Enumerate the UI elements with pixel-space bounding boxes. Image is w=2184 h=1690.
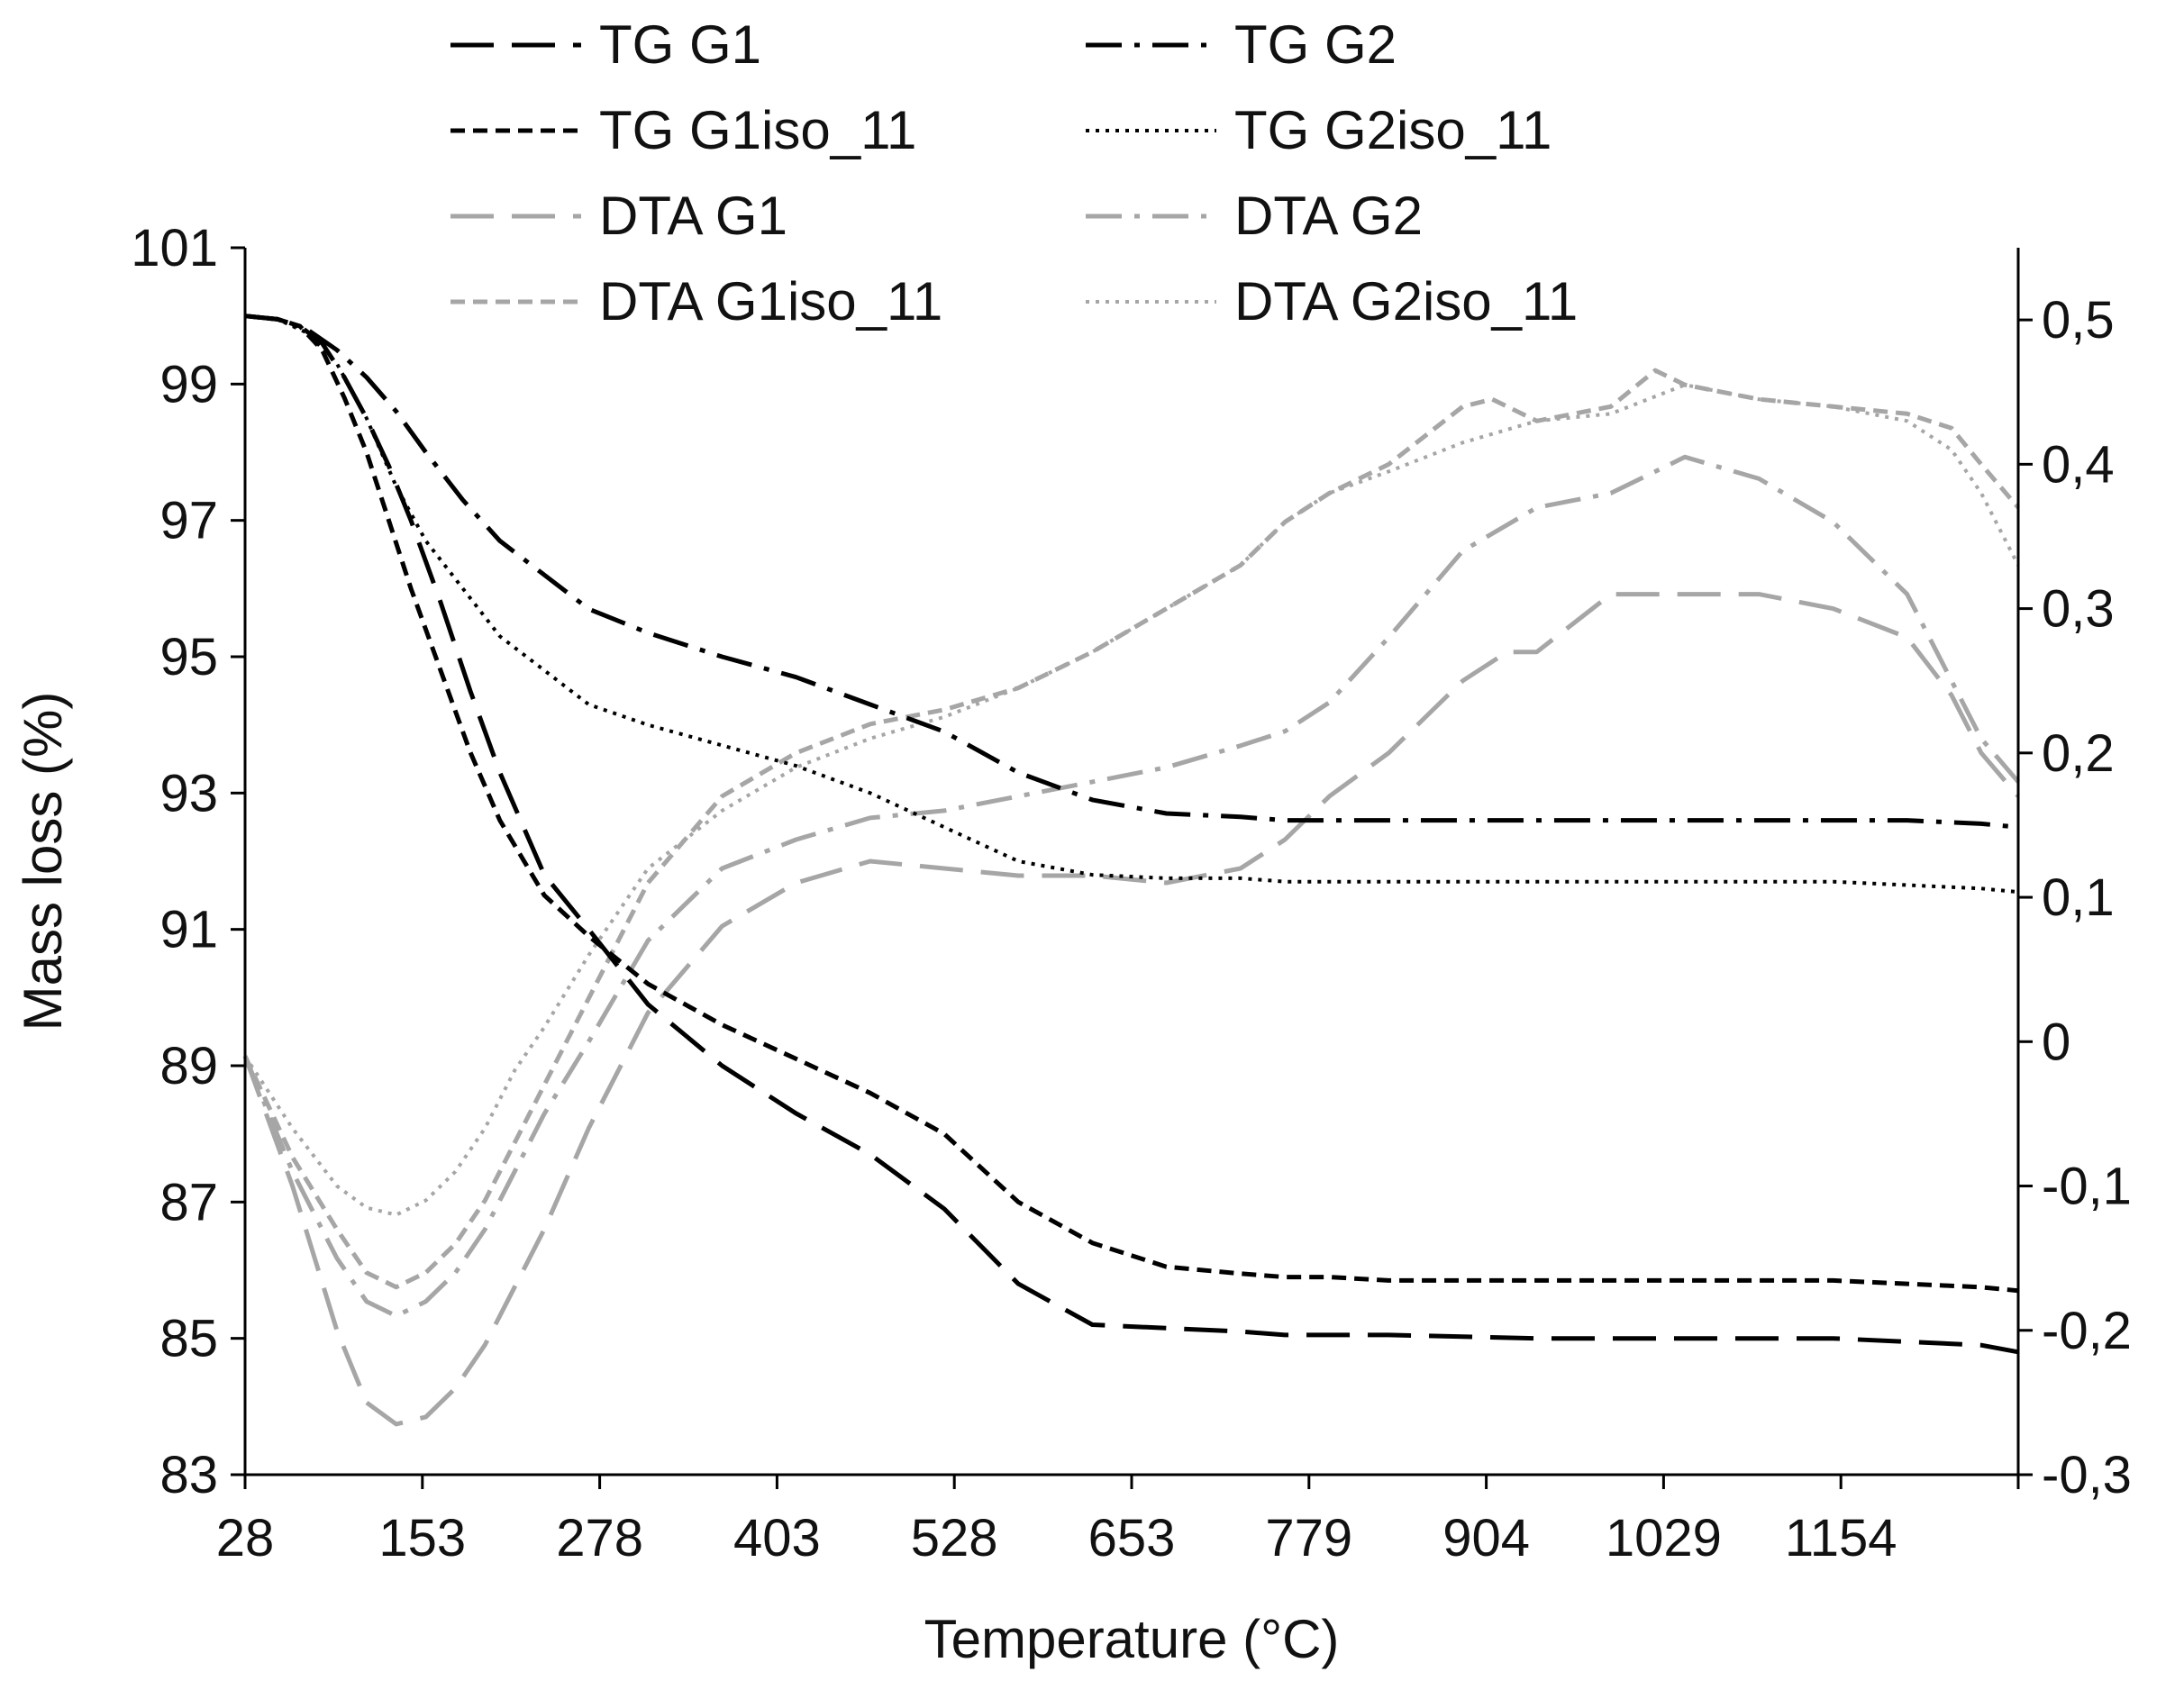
y-tick-label: 95	[159, 628, 218, 686]
y-tick-label: 89	[159, 1037, 218, 1095]
y2-tick-label: 0,1	[2042, 868, 2115, 927]
y-tick-label: 85	[159, 1310, 218, 1368]
y-tick-label: 87	[159, 1173, 218, 1231]
x-tick-label: 1029	[1606, 1509, 1722, 1567]
series-line-tg-g2iso-11	[244, 313, 2019, 895]
y2-tick-label: -0,1	[2042, 1158, 2132, 1216]
x-tick-label: 28	[216, 1509, 275, 1567]
legend-label: TG G1iso_11	[599, 100, 916, 160]
legend-label: DTA G2iso_11	[1234, 271, 1578, 332]
series-line-tg-g2	[244, 313, 2019, 830]
series-line-dta-g1iso-11	[242, 368, 2020, 1290]
series-line-dta-g2	[242, 454, 2020, 1319]
x-tick-label: 528	[911, 1509, 998, 1567]
y2-tick-label: 0,5	[2042, 291, 2115, 350]
y-ticks-right: -0,3 -0,2 -0,1 0 0,1 0,2 0,3 0,4 0,5	[2018, 291, 2132, 1504]
series-group	[242, 313, 2020, 1427]
y2-tick-label: -0,2	[2042, 1302, 2132, 1360]
y-tick-label: 93	[159, 764, 218, 822]
y-tick-label: 91	[159, 901, 218, 959]
y-ticks-left: 83 85 87 89 91 93 95 97 99 101	[131, 219, 245, 1504]
legend-label: DTA G1	[599, 186, 787, 246]
y-tick-label: 101	[131, 219, 218, 277]
legend-label: DTA G2	[1234, 186, 1423, 246]
y2-tick-label: 0	[2042, 1013, 2070, 1071]
x-tick-label: 278	[556, 1509, 643, 1567]
legend-label: TG G2	[1234, 14, 1397, 75]
y2-tick-label: -0,3	[2042, 1446, 2132, 1504]
x-tick-label: 653	[1088, 1509, 1176, 1567]
legend-label: TG G1	[599, 14, 761, 75]
x-tick-label: 779	[1265, 1509, 1352, 1567]
series-line-dta-g1	[242, 592, 2020, 1427]
y-tick-label: 97	[159, 492, 218, 550]
x-axis-title: Temperature (°C)	[924, 1609, 1340, 1669]
legend: TG G1 TG G2 TG G1iso_11 TG G2iso_11 DTA G1 DT…	[450, 14, 1578, 332]
y2-tick-label: 0,3	[2042, 580, 2115, 639]
x-tick-label: 1154	[1785, 1509, 1897, 1567]
legend-label: TG G2iso_11	[1234, 100, 1552, 160]
y-tick-label: 99	[159, 355, 218, 413]
series-line-tg-g1iso-11	[244, 313, 2019, 1294]
y-tick-label: 83	[159, 1446, 218, 1504]
series-line-tg-g1	[244, 313, 2019, 1355]
x-tick-label: 904	[1442, 1509, 1530, 1567]
legend-label: DTA G1iso_11	[599, 271, 942, 332]
y2-tick-label: 0,4	[2042, 435, 2115, 494]
x-ticks: 28 153 278 403 528 653 779 904 1029 1154	[216, 1475, 2020, 1567]
x-tick-label: 153	[378, 1509, 466, 1567]
y2-tick-label: 0,2	[2042, 724, 2115, 783]
x-tick-label: 403	[733, 1509, 821, 1567]
y-axis-title: Mass loss (%)	[13, 692, 73, 1031]
